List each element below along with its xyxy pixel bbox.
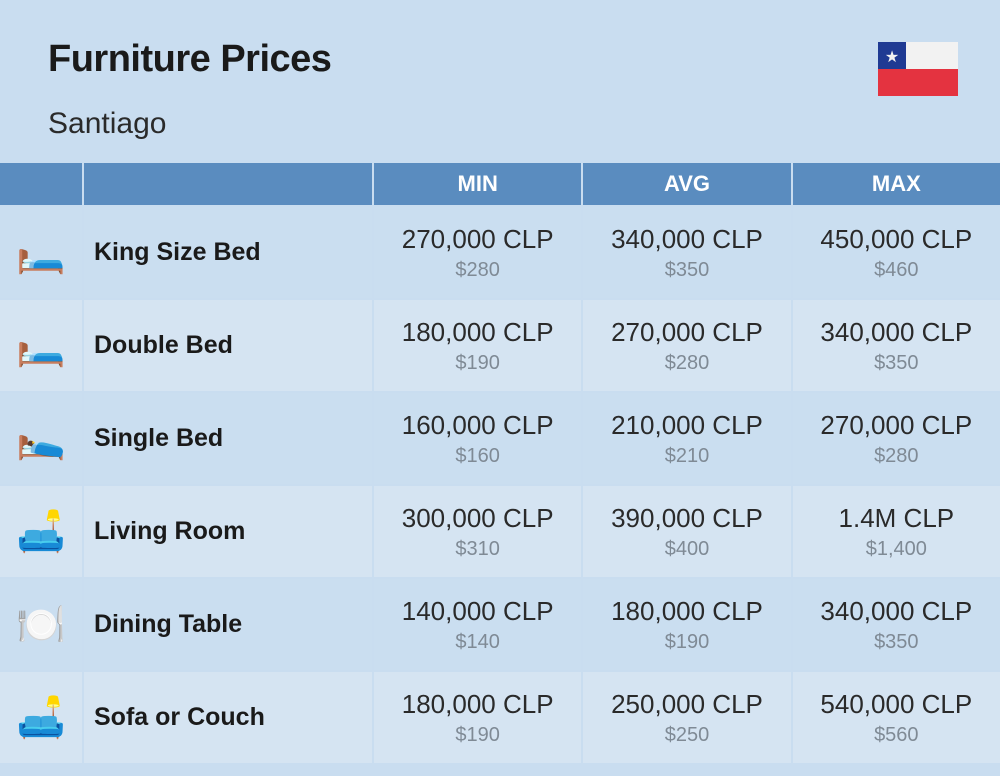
- item-name: Double Bed: [94, 331, 233, 360]
- prices-table: MIN AVG MAX 🛏️ King Size Bed 270,000 CLP…: [0, 163, 1000, 763]
- item-name: Dining Table: [94, 610, 242, 639]
- min-cell: 160,000 CLP $160: [374, 393, 583, 484]
- header-avg: AVG: [583, 163, 792, 205]
- table-row: 🛏️ Double Bed 180,000 CLP $190 270,000 CL…: [0, 298, 1000, 391]
- item-name: Single Bed: [94, 424, 223, 453]
- table-row: 🛋️ Sofa or Couch 180,000 CLP $190 250,000…: [0, 670, 1000, 763]
- header-name-col: [84, 163, 374, 205]
- min-local: 140,000 CLP: [402, 596, 554, 627]
- avg-usd: $400: [665, 538, 710, 561]
- min-cell: 180,000 CLP $190: [374, 300, 583, 391]
- min-usd: $280: [455, 259, 500, 282]
- max-usd: $460: [874, 259, 919, 282]
- table-header-row: MIN AVG MAX: [0, 163, 1000, 205]
- header-max: MAX: [793, 163, 1000, 205]
- max-local: 270,000 CLP: [820, 410, 972, 441]
- min-usd: $160: [455, 445, 500, 468]
- min-usd: $190: [455, 724, 500, 747]
- avg-local: 340,000 CLP: [611, 224, 763, 255]
- table-row: 🍽️ Dining Table 140,000 CLP $140 180,000 …: [0, 577, 1000, 670]
- max-local: 540,000 CLP: [820, 689, 972, 720]
- min-cell: 270,000 CLP $280: [374, 207, 583, 298]
- max-local: 1.4M CLP: [839, 503, 955, 534]
- max-cell: 540,000 CLP $560: [793, 672, 1000, 763]
- avg-local: 250,000 CLP: [611, 689, 763, 720]
- max-cell: 340,000 CLP $350: [793, 300, 1000, 391]
- svg-text:★: ★: [885, 49, 899, 66]
- min-local: 270,000 CLP: [402, 224, 554, 255]
- table-row: 🛏️ King Size Bed 270,000 CLP $280 340,000…: [0, 205, 1000, 298]
- header-min: MIN: [374, 163, 583, 205]
- item-icon: 🛋️: [0, 486, 84, 577]
- item-name: Sofa or Couch: [94, 703, 265, 732]
- avg-usd: $190: [665, 631, 710, 654]
- avg-cell: 390,000 CLP $400: [583, 486, 792, 577]
- max-usd: $350: [874, 631, 919, 654]
- item-name-cell: King Size Bed: [84, 207, 374, 298]
- item-name-cell: Living Room: [84, 486, 374, 577]
- avg-cell: 180,000 CLP $190: [583, 579, 792, 670]
- max-cell: 450,000 CLP $460: [793, 207, 1000, 298]
- item-icon: 🛏️: [0, 300, 84, 391]
- avg-usd: $350: [665, 259, 710, 282]
- max-usd: $560: [874, 724, 919, 747]
- min-usd: $310: [455, 538, 500, 561]
- min-local: 300,000 CLP: [402, 503, 554, 534]
- avg-cell: 270,000 CLP $280: [583, 300, 792, 391]
- max-cell: 1.4M CLP $1,400: [793, 486, 1000, 577]
- item-name-cell: Sofa or Couch: [84, 672, 374, 763]
- max-usd: $1,400: [866, 538, 927, 561]
- avg-local: 390,000 CLP: [611, 503, 763, 534]
- header-icon-col: [0, 163, 84, 205]
- max-cell: 340,000 CLP $350: [793, 579, 1000, 670]
- min-local: 160,000 CLP: [402, 410, 554, 441]
- chile-flag-icon: ★: [878, 42, 958, 96]
- min-cell: 300,000 CLP $310: [374, 486, 583, 577]
- table-row: 🛌 Single Bed 160,000 CLP $160 210,000 CLP…: [0, 391, 1000, 484]
- item-name-cell: Single Bed: [84, 393, 374, 484]
- max-local: 450,000 CLP: [820, 224, 972, 255]
- min-usd: $140: [455, 631, 500, 654]
- page-subtitle: Santiago: [48, 107, 952, 141]
- page-title: Furniture Prices: [48, 38, 952, 81]
- min-local: 180,000 CLP: [402, 689, 554, 720]
- min-local: 180,000 CLP: [402, 317, 554, 348]
- item-name: King Size Bed: [94, 238, 261, 267]
- avg-usd: $210: [665, 445, 710, 468]
- avg-usd: $280: [665, 352, 710, 375]
- max-local: 340,000 CLP: [820, 317, 972, 348]
- item-icon: 🍽️: [0, 579, 84, 670]
- avg-cell: 340,000 CLP $350: [583, 207, 792, 298]
- avg-local: 180,000 CLP: [611, 596, 763, 627]
- min-cell: 140,000 CLP $140: [374, 579, 583, 670]
- avg-local: 210,000 CLP: [611, 410, 763, 441]
- item-icon: 🛏️: [0, 207, 84, 298]
- avg-usd: $250: [665, 724, 710, 747]
- max-cell: 270,000 CLP $280: [793, 393, 1000, 484]
- item-name-cell: Dining Table: [84, 579, 374, 670]
- max-local: 340,000 CLP: [820, 596, 972, 627]
- item-name: Living Room: [94, 517, 245, 546]
- max-usd: $280: [874, 445, 919, 468]
- item-name-cell: Double Bed: [84, 300, 374, 391]
- page-header: Furniture Prices Santiago ★: [0, 0, 1000, 163]
- max-usd: $350: [874, 352, 919, 375]
- avg-cell: 250,000 CLP $250: [583, 672, 792, 763]
- min-usd: $190: [455, 352, 500, 375]
- avg-cell: 210,000 CLP $210: [583, 393, 792, 484]
- item-icon: 🛋️: [0, 672, 84, 763]
- item-icon: 🛌: [0, 393, 84, 484]
- avg-local: 270,000 CLP: [611, 317, 763, 348]
- table-row: 🛋️ Living Room 300,000 CLP $310 390,000 C…: [0, 484, 1000, 577]
- min-cell: 180,000 CLP $190: [374, 672, 583, 763]
